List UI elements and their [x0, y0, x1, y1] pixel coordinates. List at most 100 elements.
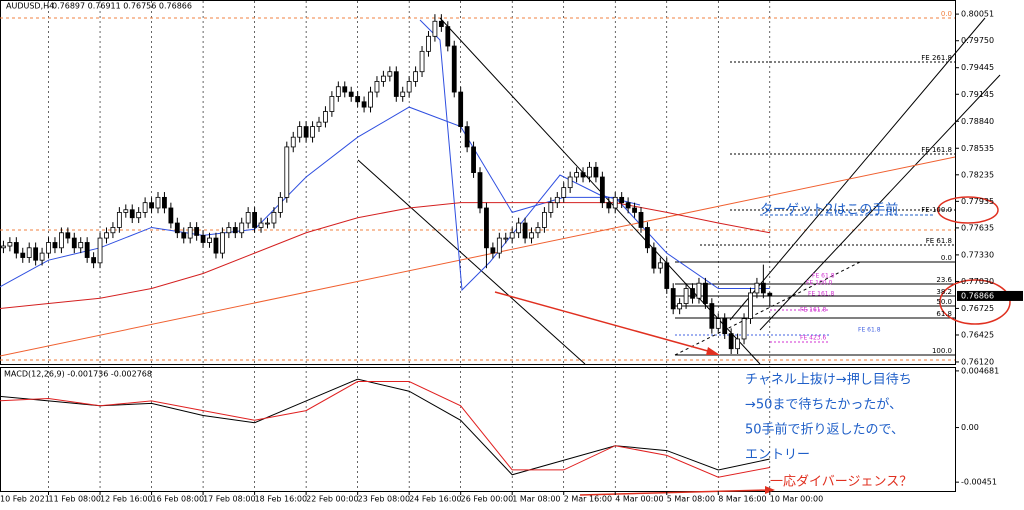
- candle-body: [509, 232, 515, 239]
- macd-frame: [0, 367, 956, 492]
- x-tick-label: 26 Feb 00:00: [461, 495, 513, 504]
- candle-body: [277, 196, 283, 213]
- candle-body: [638, 212, 644, 228]
- candle-body: [587, 166, 592, 178]
- candle-body: [39, 252, 45, 261]
- candle-body: [149, 202, 154, 209]
- candle-body: [303, 126, 309, 138]
- candle-body: [464, 126, 470, 148]
- candle-body: [335, 86, 341, 97]
- candle-body: [387, 71, 393, 77]
- candle-body: [374, 81, 380, 93]
- candle-body: [516, 222, 522, 234]
- candle-body: [78, 242, 84, 249]
- candle-body: [709, 303, 715, 329]
- x-tick-label: 12 Feb 16:00: [100, 495, 152, 504]
- trend-line: [357, 159, 586, 365]
- candle-body: [361, 101, 367, 108]
- x-tick-label: 10 Mar 00:00: [770, 495, 823, 504]
- x-tick-label: 5 Mar 08:00: [667, 495, 715, 504]
- candle-body: [490, 247, 496, 254]
- ohlc-readout: 0.76897 0.76911 0.76756 0.76866: [52, 2, 192, 11]
- candle-body: [368, 91, 373, 108]
- fib-label: FE 161.8: [921, 146, 952, 154]
- candle-body: [567, 176, 573, 189]
- candle-body: [207, 237, 212, 243]
- candle-body: [323, 111, 328, 123]
- arrow: [494, 291, 716, 354]
- fib-label: FE 161.8: [800, 307, 827, 314]
- fib-label: 23.6: [936, 276, 952, 284]
- x-tick-label: 24 Feb 16:00: [409, 495, 461, 504]
- candle-body: [522, 222, 528, 239]
- candle-body: [265, 222, 270, 225]
- candle-body: [355, 96, 361, 103]
- candle-body: [574, 172, 579, 178]
- candle-body: [155, 196, 161, 209]
- candle-body: [316, 121, 322, 127]
- candle-body: [612, 196, 618, 209]
- candle-body: [7, 242, 13, 247]
- candle-body: [284, 146, 290, 198]
- drawings: [0, 17, 1011, 496]
- candle-body: [657, 262, 663, 269]
- candle-body: [226, 227, 232, 234]
- fib-label: FE 261.8: [921, 54, 952, 62]
- fib-label: 0.0: [941, 10, 952, 18]
- candle-body: [239, 222, 245, 234]
- price-label: 0.76866: [961, 291, 994, 300]
- candle-body: [458, 91, 464, 127]
- x-tick-label: 4 Mar 00:00: [615, 495, 663, 504]
- candle-body: [33, 247, 39, 261]
- candle-body: [91, 257, 96, 264]
- main-frame: [0, 0, 956, 365]
- fib-label: FE 61.8: [926, 237, 952, 245]
- highlight-ellipse: [939, 279, 1011, 325]
- candle-body: [715, 318, 721, 329]
- candle-body: [168, 207, 174, 224]
- x-tick-label: 22 Feb 00:00: [306, 495, 358, 504]
- candle-body: [59, 232, 64, 249]
- candle-body: [26, 247, 32, 258]
- candle-body: [142, 202, 148, 213]
- indicator-line: [0, 381, 770, 478]
- candle-body: [484, 207, 489, 249]
- symbol: AUDUSD,H4: [6, 2, 54, 11]
- candle-body: [413, 71, 419, 82]
- channel-line: [759, 74, 1001, 331]
- y-tick-label: 0.78840: [961, 117, 994, 126]
- fib-label: 100.0: [932, 347, 952, 355]
- candle-body: [554, 196, 560, 204]
- candle-body: [625, 202, 631, 209]
- candle-body: [71, 237, 77, 249]
- candle-body: [683, 288, 689, 304]
- y-tick-label: 0.77030: [961, 277, 994, 286]
- candle-body: [599, 176, 605, 204]
- y-tick-label: -0.00451: [961, 478, 997, 487]
- annotation: 50手前で折り返したので、: [745, 422, 904, 438]
- candle-body: [290, 136, 296, 148]
- candle-body: [741, 318, 747, 340]
- candle-body: [432, 20, 438, 37]
- candle-body: [329, 96, 335, 112]
- candle-body: [542, 212, 547, 228]
- y-tick-label: 0.76425: [961, 330, 994, 339]
- candle-body: [754, 282, 760, 294]
- x-tick-label: 23 Feb 08:00: [358, 495, 410, 504]
- candle-body: [271, 212, 277, 224]
- candle-body: [529, 232, 534, 239]
- fib-label: 61.8: [936, 310, 952, 318]
- fib-label: FE 423.6: [800, 335, 827, 342]
- candle-body: [348, 91, 354, 97]
- candle-body: [767, 292, 773, 297]
- arrow-head: [706, 347, 720, 355]
- arrow: [579, 489, 771, 496]
- candle-body: [580, 172, 586, 178]
- candle-body: [97, 237, 103, 264]
- fib-labels: 0.0 FE 261.8 FE 161.8 FE 100.0 FE 61.8 0…: [800, 10, 953, 355]
- annotation: ターゲット2はこの手前: [760, 202, 898, 218]
- candle-body: [651, 247, 657, 269]
- candle-body: [535, 227, 541, 234]
- y-tick-label: 0.79445: [961, 63, 994, 72]
